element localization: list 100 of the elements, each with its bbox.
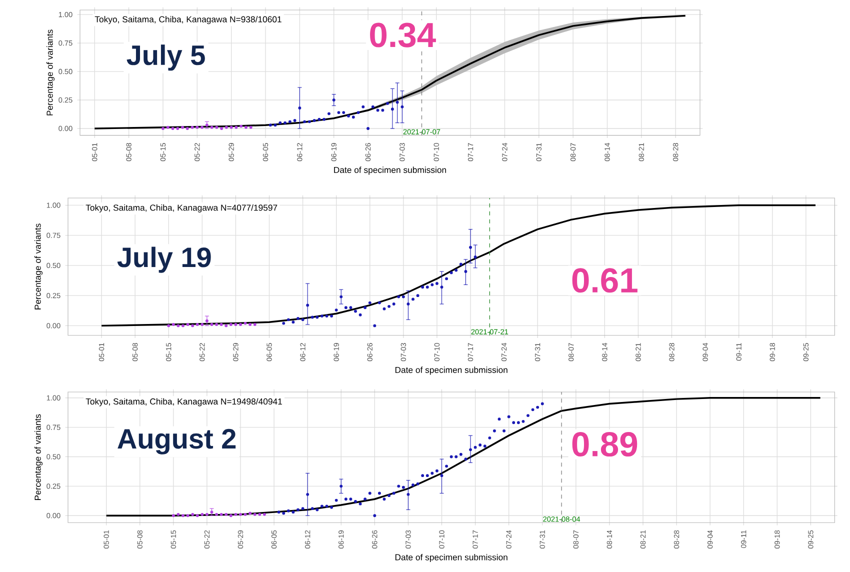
point — [210, 510, 214, 514]
point — [186, 514, 190, 518]
point — [402, 486, 405, 489]
point — [464, 270, 468, 273]
x-axis-title: Date of specimen submission — [395, 554, 508, 562]
point — [344, 498, 348, 501]
point — [459, 452, 462, 456]
annotation: August 2 — [118, 428, 236, 454]
point — [244, 512, 247, 516]
point — [464, 458, 468, 461]
point — [354, 500, 357, 503]
point — [526, 414, 530, 418]
point — [249, 126, 252, 129]
point — [328, 112, 330, 116]
point — [293, 119, 296, 122]
point — [176, 127, 180, 130]
point — [352, 116, 355, 119]
annotation: July 5 — [126, 44, 205, 71]
point — [354, 310, 357, 313]
point — [426, 286, 429, 289]
point — [406, 492, 410, 496]
point — [292, 510, 295, 514]
point — [220, 512, 223, 516]
point — [512, 421, 516, 424]
point — [172, 514, 175, 518]
point — [244, 322, 247, 325]
point — [454, 268, 458, 272]
point — [200, 323, 204, 326]
point — [182, 324, 184, 328]
point — [320, 314, 324, 318]
y-axis-title: Percentage of variants — [34, 414, 43, 500]
point — [181, 126, 184, 129]
point — [469, 448, 472, 452]
point — [421, 286, 424, 289]
y-axis-title: Percentage of variants — [34, 224, 43, 310]
x-axis-title: Date of specimen submission — [395, 366, 508, 375]
y-axis-title: Percentage of variants — [46, 30, 55, 116]
point — [176, 324, 180, 328]
point — [371, 105, 374, 108]
point — [310, 316, 314, 319]
point — [301, 507, 304, 510]
point — [536, 406, 540, 409]
point — [378, 301, 381, 304]
point — [215, 512, 218, 516]
point — [358, 313, 362, 316]
point — [349, 306, 352, 310]
point — [450, 455, 453, 458]
point — [474, 256, 477, 258]
point — [366, 127, 370, 130]
point — [397, 295, 400, 298]
point — [248, 323, 252, 326]
point — [435, 282, 438, 285]
point — [373, 514, 376, 518]
point — [308, 120, 311, 124]
point — [412, 298, 414, 301]
point — [392, 302, 396, 306]
point — [342, 111, 346, 114]
point — [435, 469, 438, 472]
point — [318, 118, 321, 121]
point — [234, 323, 238, 326]
point — [502, 429, 506, 432]
point — [301, 318, 304, 322]
point — [531, 408, 534, 412]
point — [191, 512, 194, 516]
point — [364, 498, 367, 501]
point — [388, 494, 391, 498]
point — [167, 324, 170, 328]
point — [316, 316, 319, 319]
point — [382, 498, 386, 501]
point — [325, 504, 328, 508]
point — [382, 307, 386, 310]
point — [220, 127, 224, 130]
point — [284, 121, 287, 124]
point — [402, 295, 405, 298]
point — [445, 464, 448, 468]
point — [200, 126, 204, 129]
point — [440, 474, 444, 478]
point — [412, 484, 414, 486]
point — [205, 319, 208, 322]
point — [440, 286, 444, 289]
point — [516, 421, 520, 424]
point — [347, 114, 350, 118]
point — [288, 120, 292, 124]
point — [397, 484, 400, 488]
point — [286, 318, 290, 322]
point — [340, 484, 343, 488]
point — [322, 118, 326, 121]
point — [459, 262, 462, 266]
point — [430, 472, 434, 475]
point — [210, 126, 214, 129]
point — [253, 323, 256, 326]
point — [286, 509, 290, 512]
point — [176, 512, 180, 516]
point — [492, 429, 496, 432]
point — [406, 302, 410, 306]
point — [240, 124, 243, 128]
point — [400, 105, 404, 108]
point — [277, 510, 280, 514]
point — [373, 324, 376, 328]
point — [416, 482, 420, 486]
